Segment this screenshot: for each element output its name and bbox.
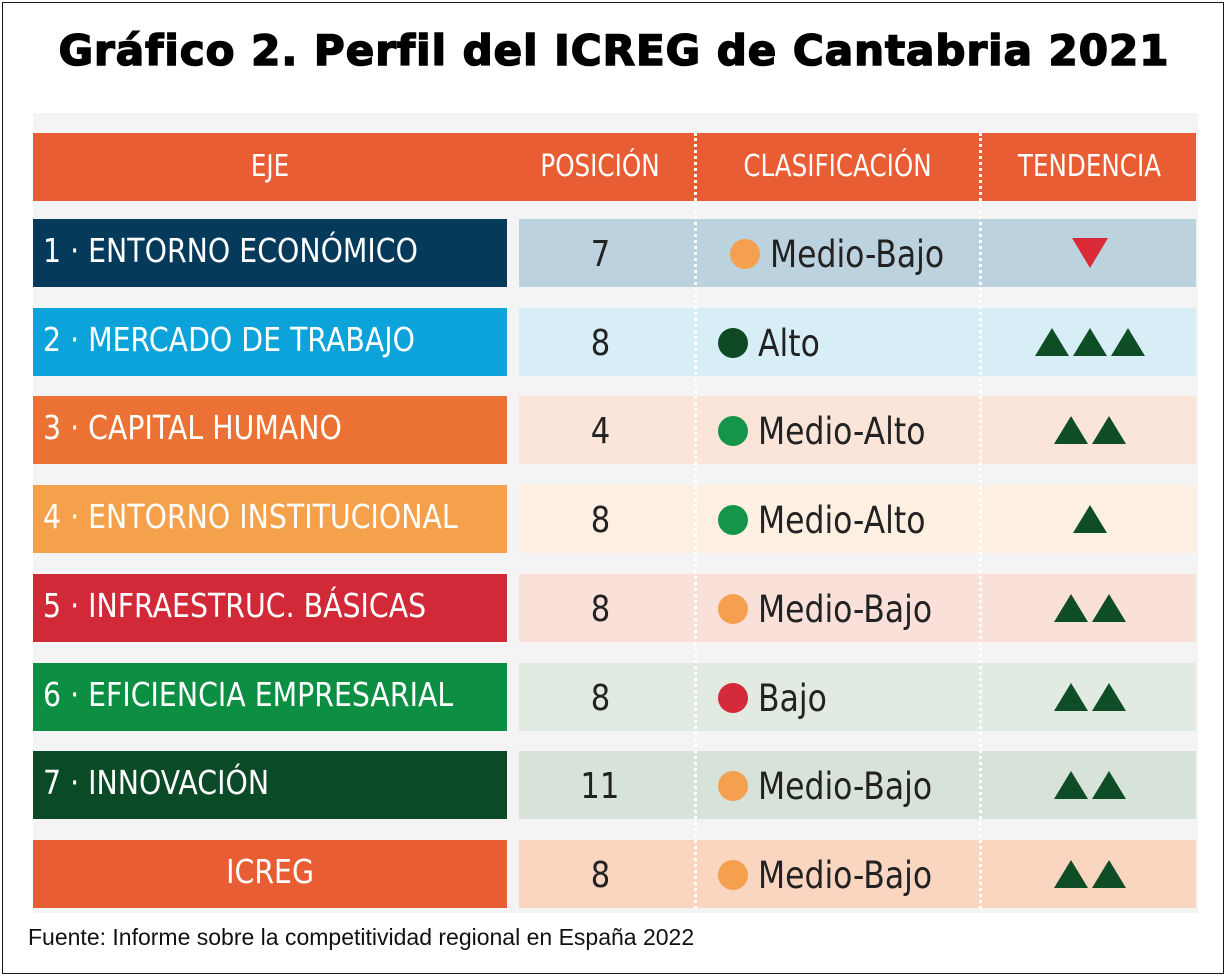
clasificacion-cell: Medio-Bajo xyxy=(718,574,963,642)
eje-cell: 3 · CAPITAL HUMANO xyxy=(33,396,507,464)
tendencia-cell xyxy=(983,485,1196,553)
table-row: 3 · CAPITAL HUMANO 4 Medio-Alto xyxy=(33,396,1196,464)
header-eje: EJE xyxy=(250,149,290,184)
posicion-value: 8 xyxy=(590,589,610,630)
column-separator xyxy=(694,133,697,909)
tendencia-cell xyxy=(983,663,1196,731)
table-row: 5 · INFRAESTRUC. BÁSICAS 8 Medio-Bajo xyxy=(33,574,1196,642)
eje-cell: ICREG xyxy=(33,840,507,908)
trend-up-icon xyxy=(1053,860,1088,888)
table-row: 6 · EFICIENCIA EMPRESARIAL 8 Bajo xyxy=(33,663,1196,731)
trend-up-icon xyxy=(1091,683,1126,711)
table-row: ICREG 8 Medio-Bajo xyxy=(33,840,1196,908)
posicion-cell: 8 xyxy=(519,574,681,642)
clasificacion-cell: Bajo xyxy=(718,663,839,731)
clasificacion-label: Medio-Bajo xyxy=(758,854,933,897)
posicion-value: 8 xyxy=(590,855,610,896)
trend-up-icon xyxy=(1053,771,1088,799)
header-clasificacion: CLASIFICACIÓN xyxy=(743,149,932,184)
tendencia-cell xyxy=(983,396,1196,464)
trend-up-icon xyxy=(1072,328,1107,356)
source-note: Fuente: Informe sobre la competitividad … xyxy=(28,924,695,950)
posicion-cell: 8 xyxy=(519,485,681,553)
posicion-value: 8 xyxy=(590,500,610,541)
trend-up-icon xyxy=(1053,416,1088,444)
header-posicion: POSICIÓN xyxy=(540,149,660,184)
posicion-cell: 8 xyxy=(519,308,681,376)
table-row: 1 · ENTORNO ECONÓMICO 7 Medio-Bajo xyxy=(33,219,1196,287)
clasificacion-dot-icon xyxy=(718,593,748,624)
chart-title: Gráfico 2. Perfil del ICREG de Cantabria… xyxy=(58,25,1170,76)
trend-up-icon xyxy=(1091,594,1126,622)
trend-up-icon xyxy=(1072,505,1107,533)
header-tendencia: TENDENCIA xyxy=(1017,149,1162,184)
clasificacion-cell: Alto xyxy=(718,308,831,376)
eje-label: 3 · CAPITAL HUMANO xyxy=(43,408,342,447)
eje-cell: 6 · EFICIENCIA EMPRESARIAL xyxy=(33,663,507,731)
posicion-cell: 8 xyxy=(519,840,681,908)
tendencia-cell xyxy=(983,574,1196,642)
tendencia-cell xyxy=(983,308,1196,376)
posicion-cell: 11 xyxy=(519,751,681,819)
eje-label: ICREG xyxy=(226,852,314,891)
clasificacion-label: Medio-Bajo xyxy=(758,765,933,808)
posicion-value: 8 xyxy=(590,678,610,719)
eje-label: 6 · EFICIENCIA EMPRESARIAL xyxy=(43,675,454,714)
clasificacion-cell: Medio-Alto xyxy=(718,485,955,553)
tendencia-cell xyxy=(983,751,1196,819)
table-row: 7 · INNOVACIÓN 11 Medio-Bajo xyxy=(33,751,1196,819)
clasificacion-cell: Medio-Alto xyxy=(718,396,955,464)
posicion-value: 4 xyxy=(590,411,610,452)
eje-label: 7 · INNOVACIÓN xyxy=(43,763,270,802)
clasificacion-dot-icon xyxy=(718,682,748,713)
clasificacion-dot-icon xyxy=(730,238,760,269)
clasificacion-label: Medio-Bajo xyxy=(770,233,945,276)
clasificacion-dot-icon xyxy=(718,504,748,535)
clasificacion-label: Medio-Alto xyxy=(758,410,926,453)
eje-label: 1 · ENTORNO ECONÓMICO xyxy=(43,231,418,270)
tendencia-cell xyxy=(983,219,1196,287)
trend-up-icon xyxy=(1034,328,1069,356)
posicion-value: 8 xyxy=(590,323,610,364)
eje-cell: 4 · ENTORNO INSTITUCIONAL xyxy=(33,485,507,553)
clasificacion-cell: Medio-Bajo xyxy=(730,219,975,287)
posicion-cell: 7 xyxy=(519,219,681,287)
eje-cell: 5 · INFRAESTRUC. BÁSICAS xyxy=(33,574,507,642)
clasificacion-label: Alto xyxy=(758,322,820,365)
trend-up-icon xyxy=(1053,594,1088,622)
posicion-value: 11 xyxy=(580,766,620,807)
trend-up-icon xyxy=(1053,683,1088,711)
eje-label: 4 · ENTORNO INSTITUCIONAL xyxy=(43,497,458,536)
clasificacion-cell: Medio-Bajo xyxy=(718,840,963,908)
tendencia-cell xyxy=(983,840,1196,908)
trend-down-icon xyxy=(1071,238,1108,268)
eje-cell: 2 · MERCADO DE TRABAJO xyxy=(33,308,507,376)
table-row: 2 · MERCADO DE TRABAJO 8 Alto xyxy=(33,308,1196,376)
clasificacion-dot-icon xyxy=(718,859,748,890)
clasificacion-label: Medio-Alto xyxy=(758,499,926,542)
trend-up-icon xyxy=(1091,416,1126,444)
eje-label: 2 · MERCADO DE TRABAJO xyxy=(43,320,416,359)
clasificacion-label: Bajo xyxy=(758,677,827,720)
table-header: EJE POSICIÓN CLASIFICACIÓN TENDENCIA xyxy=(33,133,1196,201)
table-row: 4 · ENTORNO INSTITUCIONAL 8 Medio-Alto xyxy=(33,485,1196,553)
posicion-cell: 8 xyxy=(519,663,681,731)
eje-label: 5 · INFRAESTRUC. BÁSICAS xyxy=(43,586,427,625)
eje-cell: 7 · INNOVACIÓN xyxy=(33,751,507,819)
trend-up-icon xyxy=(1091,771,1126,799)
posicion-cell: 4 xyxy=(519,396,681,464)
clasificacion-cell: Medio-Bajo xyxy=(718,751,963,819)
trend-up-icon xyxy=(1110,328,1145,356)
trend-up-icon xyxy=(1091,860,1126,888)
clasificacion-dot-icon xyxy=(718,770,748,801)
clasificacion-dot-icon xyxy=(718,415,748,446)
eje-cell: 1 · ENTORNO ECONÓMICO xyxy=(33,219,507,287)
clasificacion-dot-icon xyxy=(718,327,748,358)
clasificacion-label: Medio-Bajo xyxy=(758,588,933,631)
posicion-value: 7 xyxy=(590,234,610,275)
column-separator xyxy=(979,133,982,909)
